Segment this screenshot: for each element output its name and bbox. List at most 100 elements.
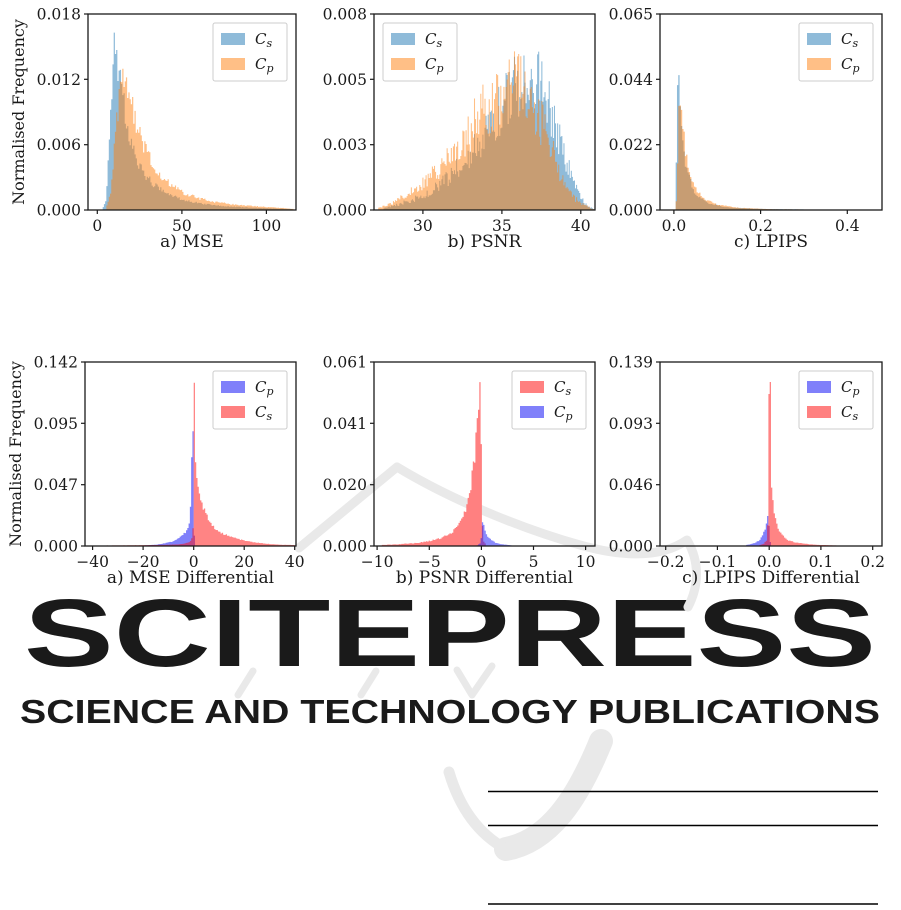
y-tick-label: 0.095 — [34, 415, 78, 433]
x-axis: −10 −5 0 5 10 — [361, 546, 596, 571]
legend-label-Cs: Cs — [255, 30, 272, 50]
legend-swatch-Cp — [221, 381, 245, 393]
legend-label-Cs: Cs — [255, 403, 272, 423]
x-tick-label: 30 — [413, 217, 433, 235]
series-Cs — [660, 382, 882, 546]
legend-swatch-Cp — [221, 58, 245, 70]
x-tick-label: −10 — [361, 553, 394, 571]
legend-label-Cp: Cp — [841, 55, 860, 75]
x-tick-label: 40 — [285, 553, 305, 571]
x-tick-label: 0.0 — [757, 553, 782, 571]
subplot-b-psnr-differential: −10 −5 0 5 10 0.000 0.020 0.041 0.061 b) PSNR Dif… — [323, 354, 596, 588]
series-Cp — [374, 522, 595, 546]
legend-swatch-Cp — [391, 58, 415, 70]
y-tick-label: 0.000 — [323, 538, 367, 556]
legend-box — [212, 370, 288, 430]
legend-box — [511, 370, 587, 430]
legend-label-Cs: Cs — [425, 30, 442, 50]
x-tick-label: 0 — [476, 553, 486, 571]
legend: Cp Cs — [798, 370, 874, 430]
watermark: SCITEPRESS SCIENCE AND TECHNOLOGY PUBLIC… — [20, 462, 880, 861]
y-tick-label: 0.018 — [37, 6, 81, 24]
x-tick-label: 100 — [252, 217, 282, 235]
y-tick-label: 0.022 — [609, 136, 653, 154]
y-axis: 0.000 0.020 0.041 0.061 — [323, 354, 374, 556]
y-tick-label: 0.139 — [609, 354, 653, 372]
x-axis: −0.2 −0.1 0.0 0.1 0.2 — [647, 546, 885, 571]
legend-label-Cs: Cs — [554, 378, 571, 398]
x-tick-label: −20 — [127, 553, 160, 571]
y-tick-label: 0.000 — [34, 538, 78, 556]
x-tick-label: 0 — [189, 553, 199, 571]
legend-swatch-Cp — [807, 381, 831, 393]
legend-swatch-Cs — [520, 381, 544, 393]
x-tick-label: −0.2 — [647, 553, 685, 571]
x-axis: −40 −20 0 20 40 — [76, 546, 305, 571]
watermark-slash-left — [234, 667, 257, 699]
series-Cp — [85, 431, 296, 546]
y-tick-label: 0.142 — [34, 354, 78, 372]
legend-label-Cp: Cp — [255, 378, 274, 398]
axes-frame — [373, 13, 596, 211]
y-tick-label: 0.061 — [323, 354, 367, 372]
x-tick-label: 50 — [172, 217, 192, 235]
legend-swatch-Cs — [807, 33, 831, 45]
x-axis: 0 50 100 — [92, 210, 281, 235]
series-Cp — [660, 105, 882, 210]
x-tick-label: 0.2 — [860, 553, 885, 571]
watermark-logo-text: SCITEPRESS — [24, 580, 876, 687]
y-tick-label: 0.003 — [323, 136, 367, 154]
y-axis: 0.000 0.003 0.005 0.008 — [323, 6, 374, 220]
y-axis: 0.000 0.022 0.044 0.065 — [609, 6, 660, 220]
subplot-caption: b) PSNR — [448, 232, 523, 252]
legend-swatch-Cp — [807, 58, 831, 70]
legend: Cs Cp — [382, 22, 458, 82]
subplot-a-mse-differential: −40 −20 0 20 40 0.000 0.047 0.095 0.142 a) MSE Di… — [6, 354, 305, 589]
legend-label-Cp: Cp — [554, 403, 573, 423]
subplot-b-psnr: 30 35 40 0.000 0.003 0.005 0.008 b) PSNR Cs Cp — [323, 6, 596, 252]
x-tick-label: 10 — [576, 553, 596, 571]
x-axis: 0.0 0.2 0.4 — [662, 210, 860, 235]
legend-swatch-Cs — [221, 406, 245, 418]
y-tick-label: 0.044 — [609, 71, 654, 89]
y-tick-label: 0.000 — [37, 202, 81, 220]
y-tick-label: 0.020 — [323, 476, 367, 494]
legend-swatch-Cs — [807, 406, 831, 418]
y-tick-label: 0.000 — [609, 202, 653, 220]
x-tick-label: 0 — [92, 217, 102, 235]
axes-frame — [373, 361, 596, 547]
y-tick-label: 0.008 — [323, 6, 367, 24]
legend-swatch-Cp — [520, 406, 544, 418]
x-axis: 30 35 40 — [413, 210, 591, 235]
x-tick-label: 0.2 — [748, 217, 773, 235]
y-axis: 0.000 0.046 0.093 0.139 — [609, 354, 660, 556]
y-axis-label: Normalised Frequency — [6, 361, 25, 547]
series-Cp — [88, 68, 296, 210]
watermark-check-swoosh-thin — [443, 766, 512, 855]
legend-label-Cs: Cs — [841, 30, 858, 50]
x-tick-label: 0.4 — [835, 217, 860, 235]
legend: Cs Cp — [212, 22, 288, 82]
y-tick-label: 0.000 — [609, 538, 653, 556]
x-tick-label: −40 — [76, 553, 109, 571]
x-tick-label: 0.1 — [809, 553, 834, 571]
legend-box — [212, 22, 288, 82]
y-tick-label: 0.005 — [323, 71, 367, 89]
axes-frame — [87, 13, 297, 211]
legend-box — [798, 22, 874, 82]
x-tick-label: 35 — [492, 217, 512, 235]
subplot-caption: b) PSNR Differential — [396, 568, 573, 588]
y-tick-label: 0.047 — [34, 476, 78, 494]
y-axis: 0.000 0.047 0.095 0.142 — [34, 354, 85, 556]
y-tick-label: 0.006 — [37, 136, 81, 154]
watermark-subtitle-text: SCIENCE AND TECHNOLOGY PUBLICATIONS — [20, 693, 880, 730]
y-tick-label: 0.012 — [37, 71, 81, 89]
y-axis: 0.000 0.006 0.012 0.018 — [37, 6, 88, 220]
subplot-caption: c) LPIPS Differential — [682, 568, 860, 588]
x-tick-label: −5 — [418, 553, 441, 571]
legend-label-Cs: Cs — [841, 403, 858, 423]
watermark-slash-right — [357, 667, 380, 699]
legend: Cp Cs — [212, 370, 288, 430]
